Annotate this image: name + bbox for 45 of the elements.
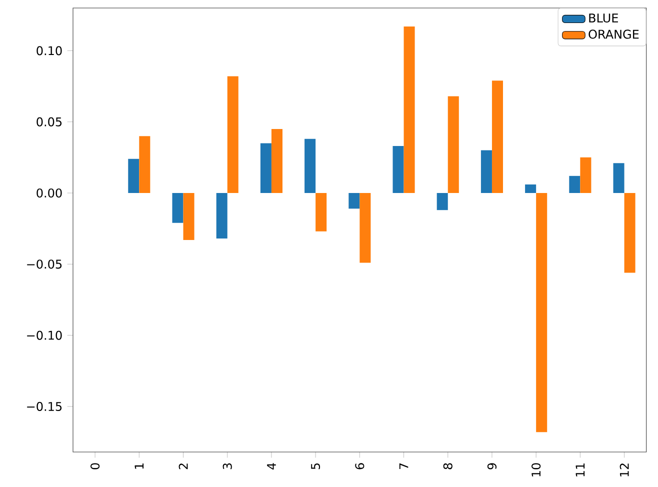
bar	[304, 138, 316, 193]
bar	[316, 193, 327, 232]
bar	[480, 150, 492, 193]
x-tick-label: 1	[134, 464, 144, 469]
x-tick-label: 12	[620, 464, 629, 476]
bar	[271, 128, 282, 193]
bar	[172, 193, 184, 223]
bar	[536, 193, 548, 432]
x-tick-label: 5	[311, 463, 320, 470]
bar	[436, 193, 448, 210]
bar	[492, 80, 503, 193]
bar	[404, 26, 415, 193]
bar	[613, 163, 624, 193]
bar	[525, 184, 536, 193]
x-tick-label: 6	[355, 463, 364, 470]
bar	[360, 193, 371, 263]
x-tick-label: 11	[576, 464, 585, 476]
legend-label: ORANGE	[588, 30, 639, 39]
bar	[183, 193, 194, 240]
y-tick-label: −0.15	[27, 402, 62, 411]
y-tick-label: −0.05	[27, 260, 62, 269]
x-tick-label: 0	[90, 463, 100, 470]
bar	[448, 96, 459, 193]
bar	[624, 193, 636, 273]
x-tick-label: 3	[222, 463, 232, 470]
bar	[216, 193, 228, 239]
bar	[392, 146, 404, 193]
y-tick-label: −0.10	[27, 330, 62, 340]
x-tick-label: 7	[399, 463, 408, 470]
bar	[348, 193, 360, 209]
x-tick-label: 4	[267, 463, 276, 470]
x-tick-label: 9	[487, 463, 497, 470]
y-tick-label: 0.00	[36, 188, 62, 198]
y-tick-label: 0.05	[36, 117, 62, 126]
bar	[139, 136, 150, 193]
x-tick-label: 10	[532, 463, 541, 476]
bar	[260, 143, 272, 193]
bar	[227, 76, 238, 193]
bar	[569, 176, 580, 193]
x-tick-label: 8	[443, 463, 452, 470]
legend-label: BLUE	[589, 14, 618, 23]
bar	[128, 158, 140, 193]
bar	[580, 157, 592, 193]
x-tick-label: 2	[178, 464, 188, 470]
y-tick-label: 0.10	[36, 46, 62, 56]
